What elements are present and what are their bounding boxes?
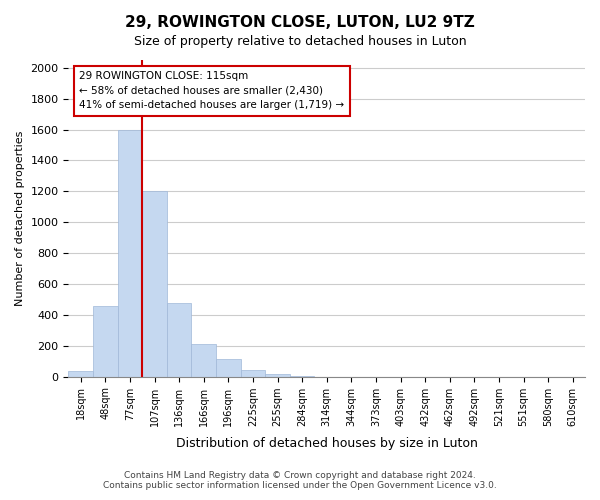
Text: 29, ROWINGTON CLOSE, LUTON, LU2 9TZ: 29, ROWINGTON CLOSE, LUTON, LU2 9TZ <box>125 15 475 30</box>
Y-axis label: Number of detached properties: Number of detached properties <box>15 130 25 306</box>
Bar <box>191 344 216 376</box>
Bar <box>93 306 118 376</box>
Text: Size of property relative to detached houses in Luton: Size of property relative to detached ho… <box>134 35 466 48</box>
Bar <box>265 374 290 376</box>
Bar <box>167 302 191 376</box>
Text: 29 ROWINGTON CLOSE: 115sqm
← 58% of detached houses are smaller (2,430)
41% of s: 29 ROWINGTON CLOSE: 115sqm ← 58% of deta… <box>79 71 344 110</box>
Bar <box>216 359 241 376</box>
Bar <box>118 130 142 376</box>
Bar <box>68 372 93 376</box>
Text: Contains HM Land Registry data © Crown copyright and database right 2024.
Contai: Contains HM Land Registry data © Crown c… <box>103 470 497 490</box>
X-axis label: Distribution of detached houses by size in Luton: Distribution of detached houses by size … <box>176 437 478 450</box>
Bar <box>142 192 167 376</box>
Bar <box>241 370 265 376</box>
